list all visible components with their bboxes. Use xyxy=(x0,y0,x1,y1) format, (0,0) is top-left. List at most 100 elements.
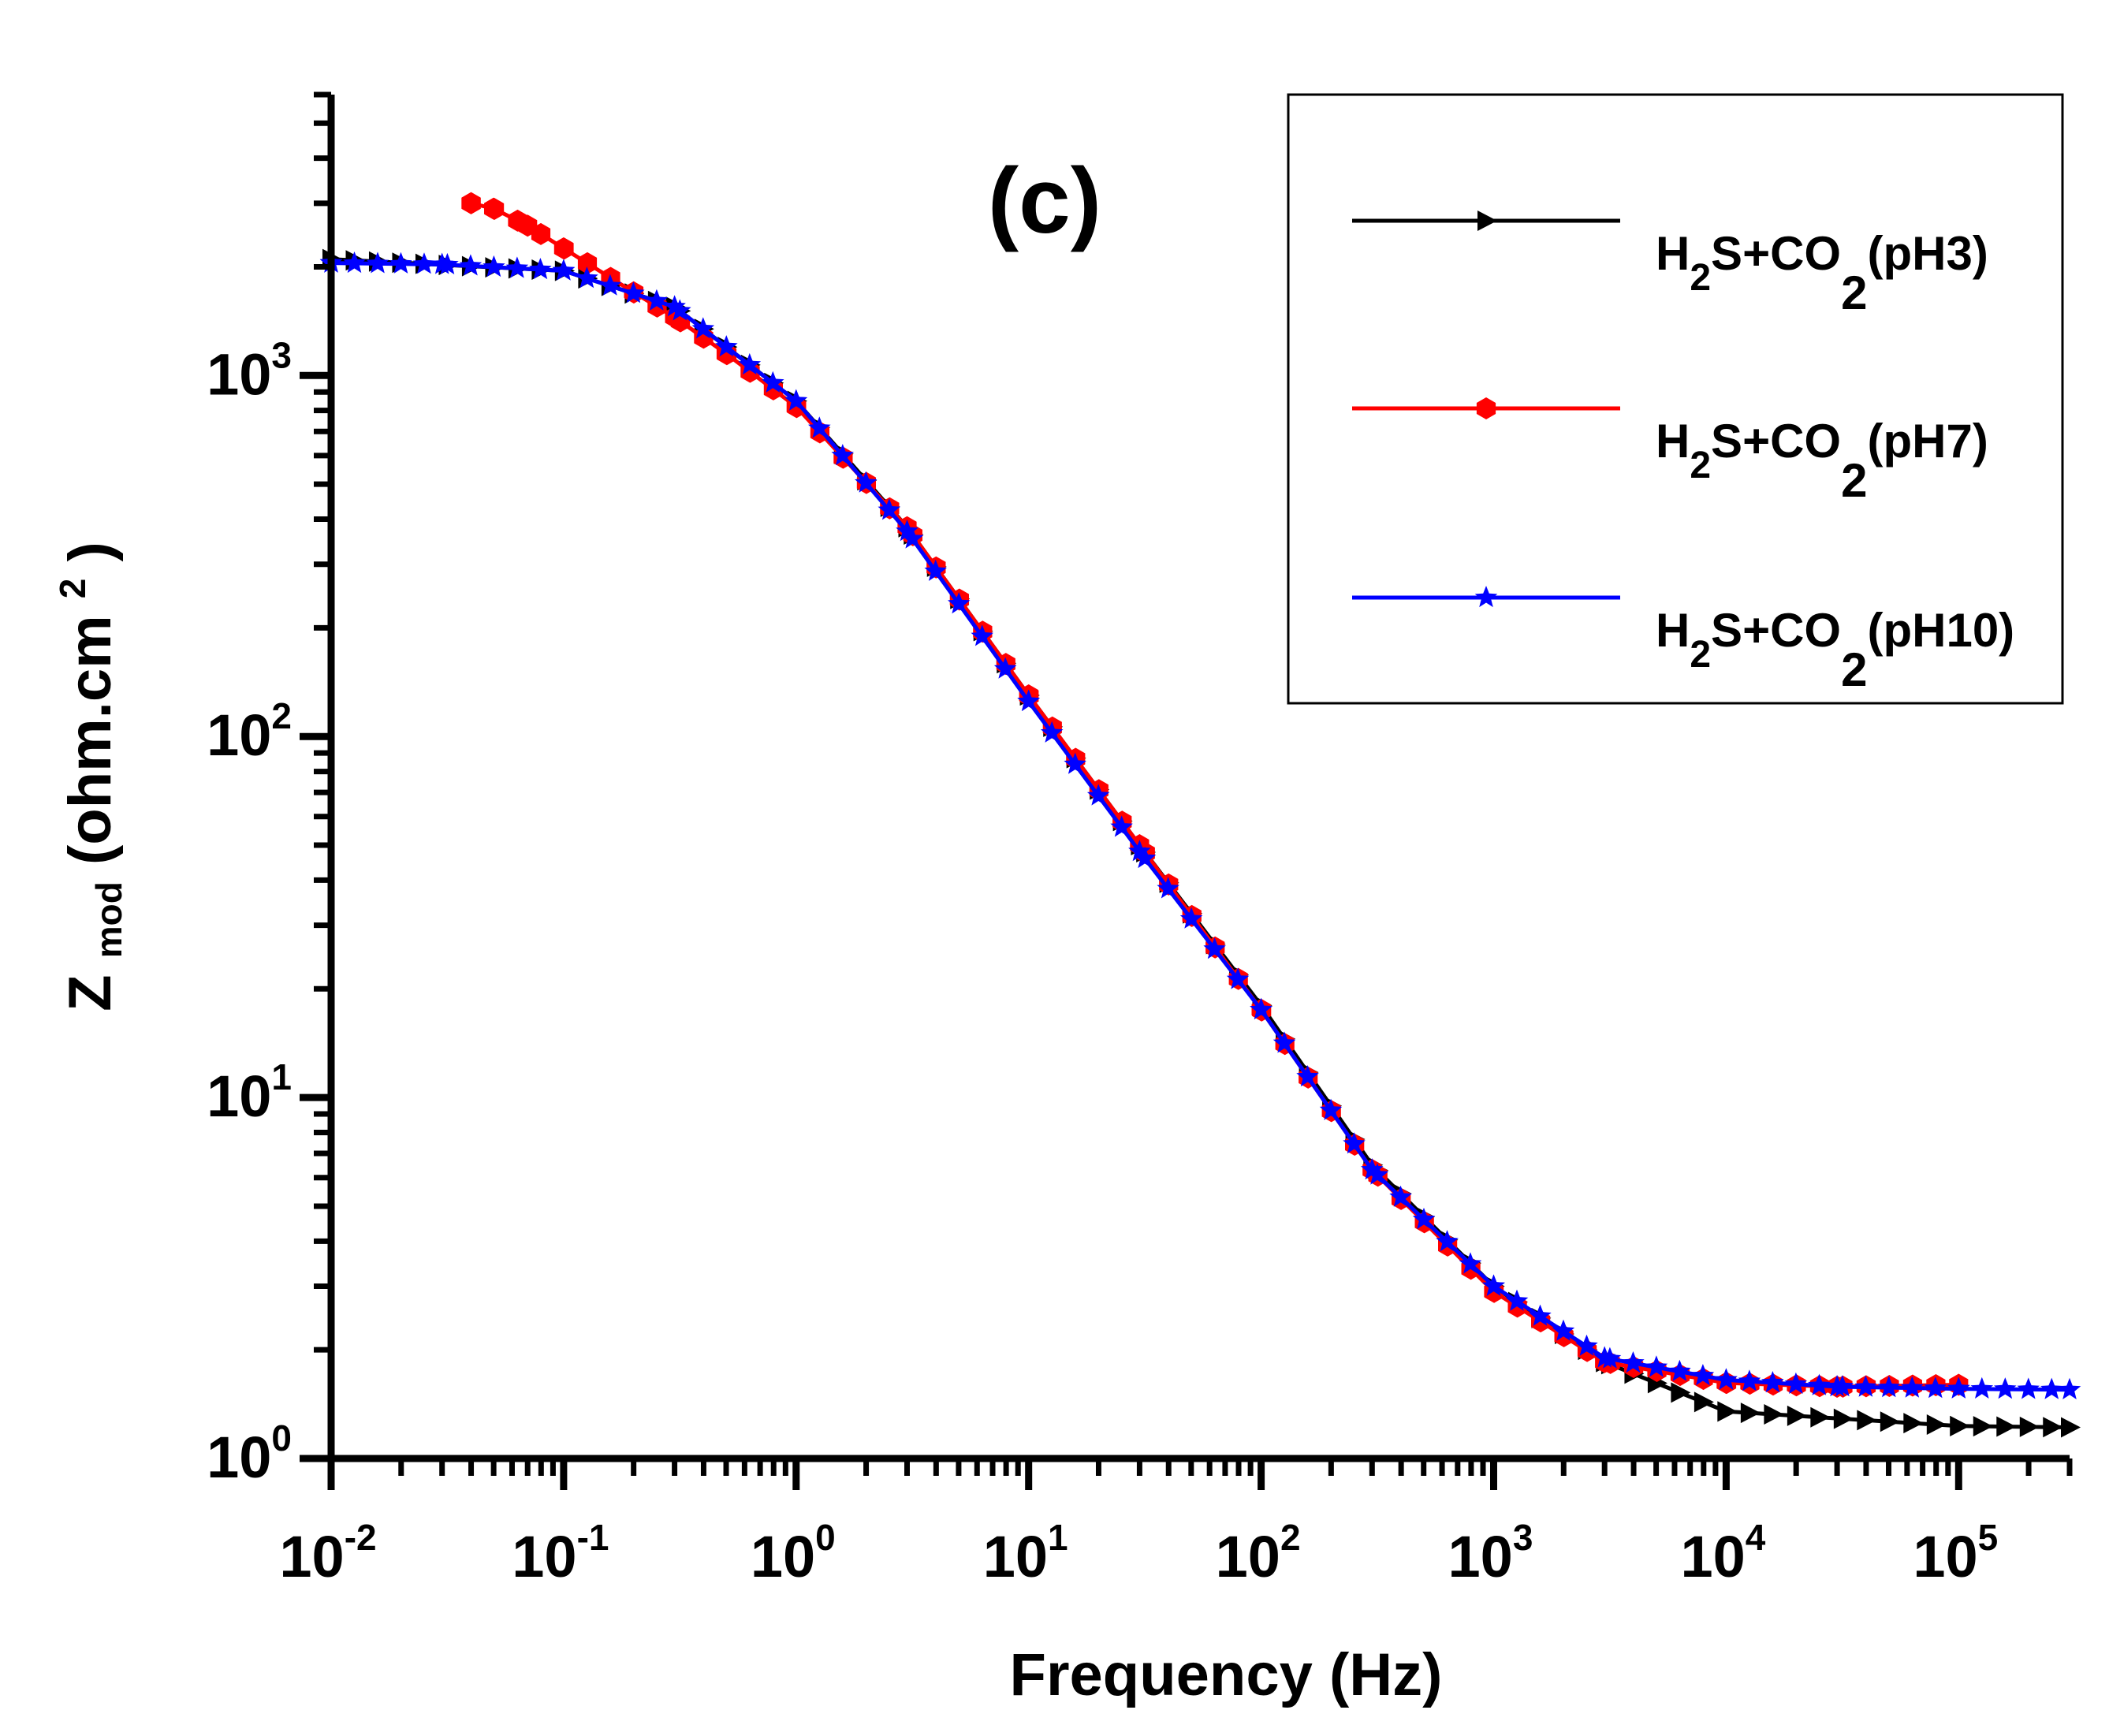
legend-label-sco: S+CO xyxy=(1711,604,1841,657)
series-marker-ph10 xyxy=(1668,1359,1691,1381)
series-layer xyxy=(319,192,2081,1438)
series-marker-ph10 xyxy=(1947,1377,1970,1399)
series-marker-ph10 xyxy=(808,416,831,438)
legend-marker-ph3 xyxy=(1477,210,1497,231)
legend-label-h-sub: 2 xyxy=(1690,445,1711,486)
series-marker-ph3 xyxy=(1671,1382,1691,1403)
y-tick-label-2-exp: 2 xyxy=(271,695,292,736)
legend-label-h: H xyxy=(1656,227,1690,280)
series-marker-ph10 xyxy=(483,255,505,278)
series-marker-ph7 xyxy=(554,237,574,260)
legend: H2S+CO2(pH3)H2S+CO2(pH7)H2S+CO2(pH10) xyxy=(1287,93,2064,705)
series-marker-ph3 xyxy=(1880,1411,1900,1432)
legend-label-co-sub: 2 xyxy=(1841,643,1867,696)
series-marker-ph10 xyxy=(576,266,598,289)
y-tick-label-1-exp: 1 xyxy=(271,1056,292,1097)
series-marker-ph3 xyxy=(1764,1404,1784,1425)
x-tick-label-2: 10-2 xyxy=(279,1517,376,1589)
y-axis-title: Z mod (ohm.cm 2 ) xyxy=(32,542,135,1011)
x-tick-label-5: 105 xyxy=(1913,1517,1998,1589)
series-marker-ph10 xyxy=(924,559,947,581)
y-tick-label-1-base: 10 xyxy=(207,1064,271,1129)
series-marker-ph10 xyxy=(669,299,691,321)
series-marker-ph10 xyxy=(993,657,1017,679)
series-marker-ph10 xyxy=(1296,1065,1319,1087)
x-tick-label-3: 103 xyxy=(1448,1517,1533,1589)
series-marker-ph10 xyxy=(1412,1207,1436,1229)
series-marker-ph10 xyxy=(1319,1098,1343,1120)
series-marker-ph10 xyxy=(715,335,738,357)
x-tick-label-3-base: 10 xyxy=(1448,1524,1513,1589)
y-axis-title-sup: 2 xyxy=(52,579,93,599)
series-marker-ph7 xyxy=(484,198,505,220)
x-tick-label-0: 100 xyxy=(751,1517,836,1589)
series-marker-ph10 xyxy=(948,592,971,614)
y-axis-title-sub: mod xyxy=(88,881,129,958)
x-tick-label-4-base: 10 xyxy=(1680,1524,1745,1589)
data-point-ph10 xyxy=(1361,1158,1384,1180)
y-tick-label-0-base: 10 xyxy=(207,1425,271,1490)
series-marker-ph10 xyxy=(459,254,483,276)
series-marker-ph10 xyxy=(762,371,784,393)
series-marker-ph10 xyxy=(1482,1274,1505,1296)
x-tick-label-5-exp: 5 xyxy=(1978,1517,1999,1558)
series-marker-ph10 xyxy=(1133,846,1157,869)
series-marker-ph10 xyxy=(1970,1377,1994,1399)
series-marker-ph10 xyxy=(1110,815,1133,837)
y-tick-label-0-exp: 0 xyxy=(271,1417,292,1458)
series-marker-ph7 xyxy=(461,192,481,214)
series-marker-ph10 xyxy=(1064,752,1086,774)
series-marker-ph3 xyxy=(1903,1413,1924,1434)
series-marker-ph3 xyxy=(1717,1401,1738,1422)
x-tick-label-0-exp: 0 xyxy=(815,1517,836,1558)
series-marker-ph10 xyxy=(1459,1252,1482,1274)
series-marker-ph10 xyxy=(1901,1376,1924,1398)
series-marker-ph10 xyxy=(1598,1347,1622,1369)
x-tick-label-4: 104 xyxy=(1680,1517,1765,1589)
y-tick-label-3-base: 10 xyxy=(207,341,271,407)
series-marker-ph10 xyxy=(1691,1364,1715,1386)
series-marker-ph10 xyxy=(971,624,993,646)
legend-entry-ph10: H2S+CO2(pH10) xyxy=(1352,586,2014,696)
legend-label-h: H xyxy=(1656,415,1690,468)
series-marker-ph3 xyxy=(1996,1416,2017,1437)
x-tick-label-1-base: 10 xyxy=(512,1524,576,1589)
legend-entry-ph7: H2S+CO2(pH7) xyxy=(1352,397,1988,507)
series-marker-ph3 xyxy=(1787,1405,1807,1426)
legend-marker-ph10 xyxy=(1474,586,1498,608)
series-marker-ph3 xyxy=(1973,1416,1993,1437)
series-line-ph10 xyxy=(330,261,2070,1392)
series-marker-ph3 xyxy=(1810,1406,1831,1428)
x-tick-label-2-base: 10 xyxy=(1216,1524,1280,1589)
x-tick-label-3-exp: 3 xyxy=(1513,1517,1533,1558)
x-axis-title: Frequency (Hz) xyxy=(1010,1641,1443,1708)
series-marker-ph3 xyxy=(1950,1415,1970,1436)
series-marker-ph10 xyxy=(645,289,669,311)
y-tick-label-2-base: 10 xyxy=(207,702,271,768)
series-marker-ph10 xyxy=(436,252,459,274)
series-marker-ph3 xyxy=(1857,1410,1877,1431)
series-marker-ph10 xyxy=(1761,1371,1784,1393)
series-marker-ph3 xyxy=(2019,1416,2040,1437)
y-tick-label-1: 101 xyxy=(207,1056,292,1129)
x-tick-label-0-base: 10 xyxy=(751,1524,815,1589)
series-marker-ph10 xyxy=(878,498,900,520)
panel-label: (c) xyxy=(988,149,1101,253)
series-marker-ph10 xyxy=(1622,1351,1645,1373)
series-marker-ph10 xyxy=(1203,937,1226,959)
series-marker-ph10 xyxy=(1250,997,1272,1019)
data-point-ph10 xyxy=(1128,840,1151,862)
legend-label-ph7: H2S+CO2(pH7) xyxy=(1656,415,1988,507)
series-marker-ph10 xyxy=(901,527,924,549)
x-tick-label-1: 10-1 xyxy=(512,1517,609,1589)
series-marker-ph10 xyxy=(831,444,854,466)
series-marker-ph10 xyxy=(2040,1377,2063,1399)
series-marker-ph10 xyxy=(1272,1031,1296,1053)
data-point-ph10 xyxy=(896,520,918,542)
series-marker-ph7 xyxy=(531,222,551,245)
legend-marker-ph7 xyxy=(1476,397,1496,419)
series-marker-ph10 xyxy=(505,256,529,278)
legend-label-h-sub: 2 xyxy=(1690,257,1711,299)
series-marker-ph10 xyxy=(855,471,878,493)
series-marker-ph10 xyxy=(1808,1373,1831,1395)
